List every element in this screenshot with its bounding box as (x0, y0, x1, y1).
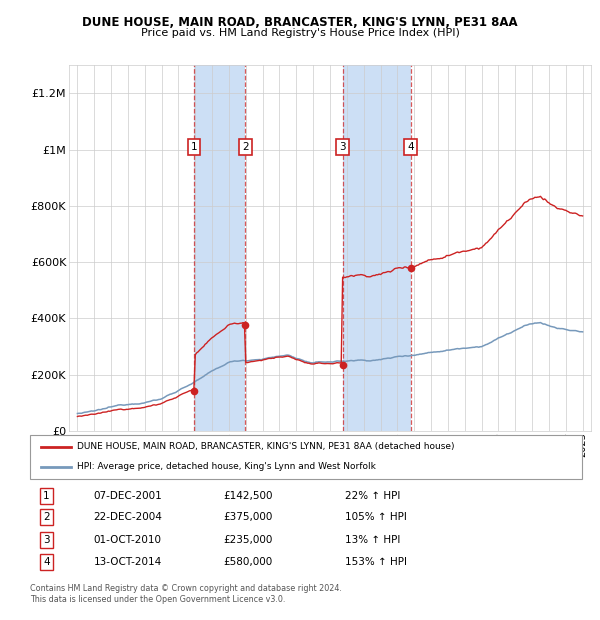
Text: HPI: Average price, detached house, King's Lynn and West Norfolk: HPI: Average price, detached house, King… (77, 463, 376, 471)
Text: 13-OCT-2014: 13-OCT-2014 (94, 557, 162, 567)
Text: 3: 3 (340, 142, 346, 152)
Text: 4: 4 (407, 142, 414, 152)
Text: 105% ↑ HPI: 105% ↑ HPI (344, 512, 407, 523)
Bar (194, 65, 245, 431)
Text: 153% ↑ HPI: 153% ↑ HPI (344, 557, 407, 567)
Text: This data is licensed under the Open Government Licence v3.0.: This data is licensed under the Open Gov… (30, 595, 286, 604)
Text: 3: 3 (43, 535, 50, 545)
Text: 2: 2 (43, 512, 50, 523)
Text: 1: 1 (43, 491, 50, 501)
Text: DUNE HOUSE, MAIN ROAD, BRANCASTER, KING'S LYNN, PE31 8AA (detached house): DUNE HOUSE, MAIN ROAD, BRANCASTER, KING'… (77, 443, 454, 451)
Text: 07-DEC-2001: 07-DEC-2001 (94, 491, 162, 501)
Text: Contains HM Land Registry data © Crown copyright and database right 2024.: Contains HM Land Registry data © Crown c… (30, 584, 342, 593)
FancyBboxPatch shape (30, 435, 582, 479)
Text: £580,000: £580,000 (223, 557, 272, 567)
Text: £235,000: £235,000 (223, 535, 272, 545)
Text: 22-DEC-2004: 22-DEC-2004 (94, 512, 163, 523)
Text: 1: 1 (191, 142, 197, 152)
Text: DUNE HOUSE, MAIN ROAD, BRANCASTER, KING'S LYNN, PE31 8AA: DUNE HOUSE, MAIN ROAD, BRANCASTER, KING'… (82, 16, 518, 29)
Text: 22% ↑ HPI: 22% ↑ HPI (344, 491, 400, 501)
Text: 4: 4 (43, 557, 50, 567)
Text: 2: 2 (242, 142, 249, 152)
Text: Price paid vs. HM Land Registry's House Price Index (HPI): Price paid vs. HM Land Registry's House … (140, 28, 460, 38)
Bar (343, 65, 410, 431)
Text: 13% ↑ HPI: 13% ↑ HPI (344, 535, 400, 545)
Text: £142,500: £142,500 (223, 491, 272, 501)
Text: 01-OCT-2010: 01-OCT-2010 (94, 535, 161, 545)
Text: £375,000: £375,000 (223, 512, 272, 523)
